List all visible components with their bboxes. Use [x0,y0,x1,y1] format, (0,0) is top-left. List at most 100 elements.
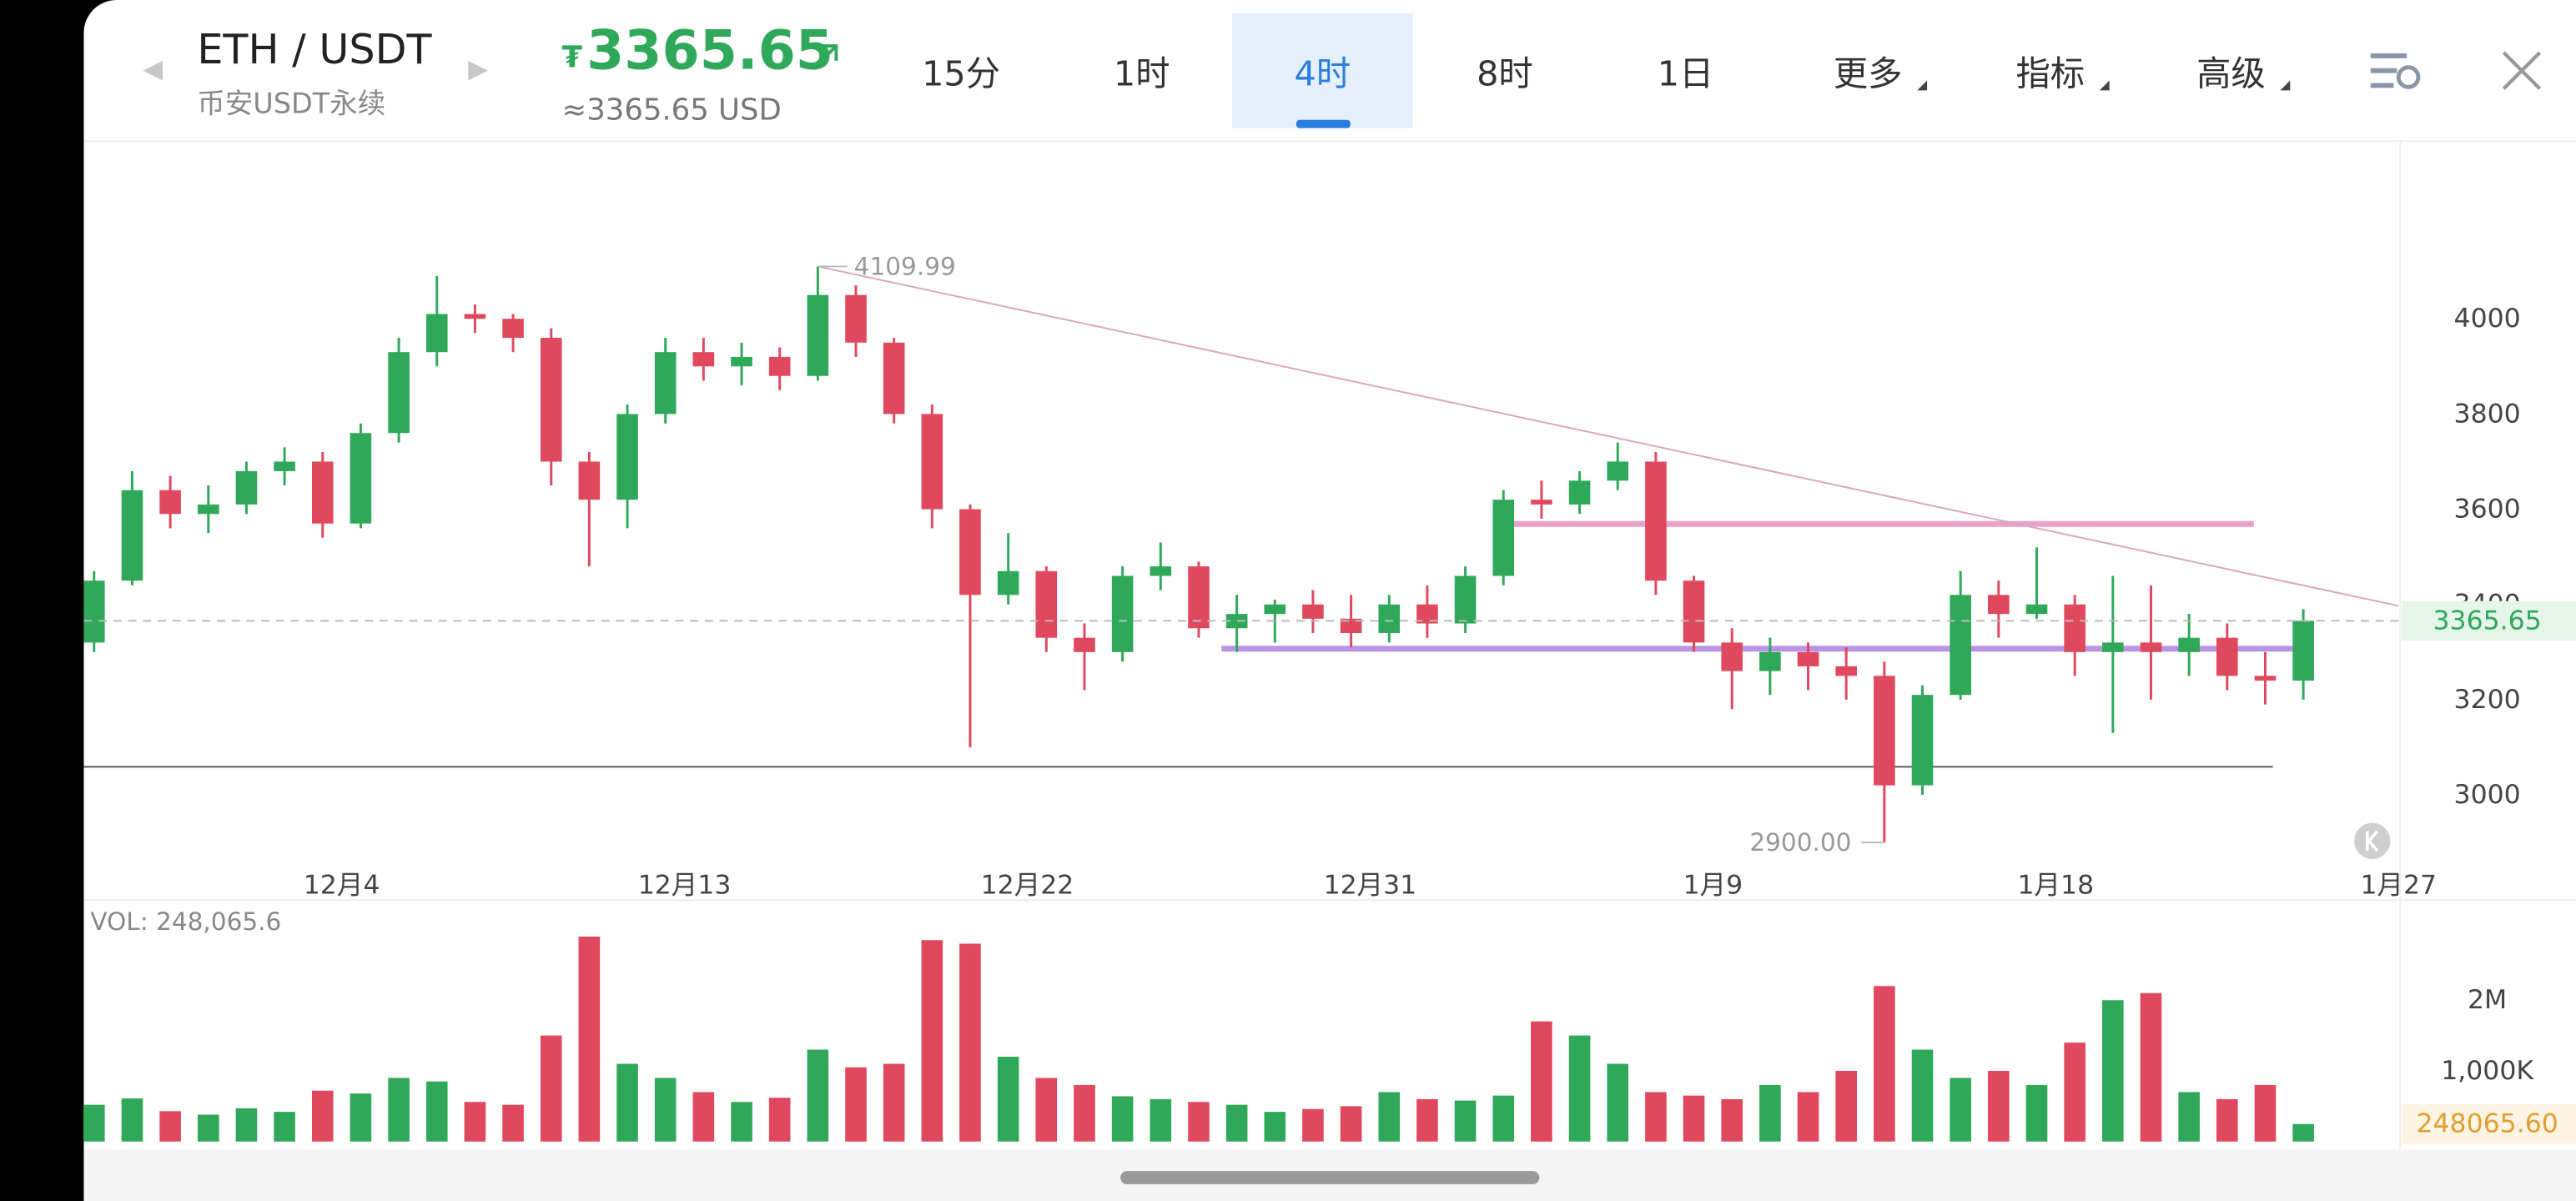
settings-icon[interactable] [2370,53,2421,89]
candle-body [1683,580,1705,643]
candle-body [2254,676,2277,681]
volume-bar [1111,1096,1134,1142]
volume-bar [2140,992,2162,1142]
volume-bar [1797,1092,1819,1142]
volume-bar [1911,1049,1934,1142]
volume-bar [1378,1092,1401,1142]
candle-body [2292,621,2314,681]
tab[interactable]: 4时 [1295,54,1351,94]
y-tick-label: 3800 [2454,399,2521,429]
volume-bar [845,1067,867,1142]
prev-arrow[interactable] [143,60,163,81]
volume-bar [807,1049,829,1142]
volume-bar [311,1090,334,1142]
candle-body [350,433,372,524]
tab[interactable]: 8时 [1477,54,1533,94]
x-tick-label: 12月4 [304,870,380,900]
volume-bar [883,1063,905,1142]
volume-bar [2292,1123,2314,1142]
k-button[interactable] [2354,822,2391,859]
candle-body [692,352,715,367]
scroll-pill[interactable] [1120,1171,1540,1184]
tab[interactable]: 更多 [1834,54,1903,94]
candle-body [121,490,143,581]
currency-symbol: ₮ [562,40,583,74]
candle-body [1988,595,2010,615]
candle-body [83,580,105,643]
volume-bar [1188,1102,1210,1142]
volume-bar [464,1102,486,1142]
volume-bar [1225,1104,1248,1142]
candle-body [883,342,905,415]
candle-body [1531,500,1552,505]
volume-bar [2178,1092,2200,1142]
candle-body [1568,480,1591,505]
candle-body [2140,642,2162,652]
candle-body [1607,461,1629,481]
candle-body [1340,618,1362,633]
candle-body [2178,637,2200,652]
candle-body [997,570,1019,595]
candle-body [1150,566,1172,576]
volume-bar [2025,1084,2048,1142]
candle-body [921,414,943,510]
market: 币安USDT永续 [197,88,385,120]
annotation: 4109.99 [854,252,956,280]
close-button[interactable] [2502,51,2542,90]
tab[interactable]: 1时 [1114,54,1170,94]
tab[interactable]: 15分 [922,54,1000,94]
y-tick-label: 3000 [2454,780,2521,810]
volume-bar [1150,1098,1172,1142]
candle-body [731,356,752,367]
volume-bar [2254,1084,2277,1142]
candle-body [425,314,448,353]
price: 3365.65 [586,20,833,83]
y-tick-label: 3200 [2454,685,2521,715]
candle-body [768,356,791,376]
volume-bar [1568,1035,1591,1142]
candle-body [388,352,410,434]
tab[interactable]: 高级 [2196,54,2266,94]
next-arrow[interactable] [468,60,488,81]
candle-body [235,470,258,505]
candle-body [1188,566,1210,629]
volume-bar [2102,1000,2124,1142]
candle-body [1759,651,1781,671]
candle-body [1302,604,1324,619]
volume-bar [159,1111,181,1142]
volume-bar [1607,1063,1629,1142]
volume-bar [1683,1095,1705,1142]
candle-body [540,338,562,462]
candle-body [464,314,486,319]
volume-label: VOL: 248,065.6 [90,907,281,936]
volume-bar [959,943,981,1142]
candle-body [1835,666,1858,676]
volume-bar [540,1035,562,1142]
app-panel [83,0,2576,1201]
tab[interactable]: 指标 [2015,54,2085,94]
volume-bar [235,1108,258,1142]
active-tab-bg [1232,13,1413,128]
volume-bar [2064,1043,2085,1142]
volume-bar [1340,1106,1362,1142]
volume-bar [768,1098,791,1142]
volume-bar [425,1081,448,1142]
candle-body [1950,595,1971,696]
tab[interactable]: 1日 [1658,54,1714,94]
volume-bar [1531,1021,1552,1142]
volume-bar [997,1057,1019,1142]
candle-body [1416,604,1438,624]
candle-body [2216,637,2238,676]
candle-body [845,294,867,343]
candle-body [311,461,334,524]
volume-bar [388,1078,410,1142]
candle-body [1874,676,1895,786]
volume-bar [274,1112,295,1142]
volume-bar [654,1078,677,1142]
x-tick-label: 12月22 [981,870,1074,900]
candle-body [959,509,981,595]
candle-body [1225,614,1248,629]
volume-bar [1721,1098,1743,1142]
candle-body [1492,500,1515,576]
y-tick-label: 4000 [2454,304,2521,334]
